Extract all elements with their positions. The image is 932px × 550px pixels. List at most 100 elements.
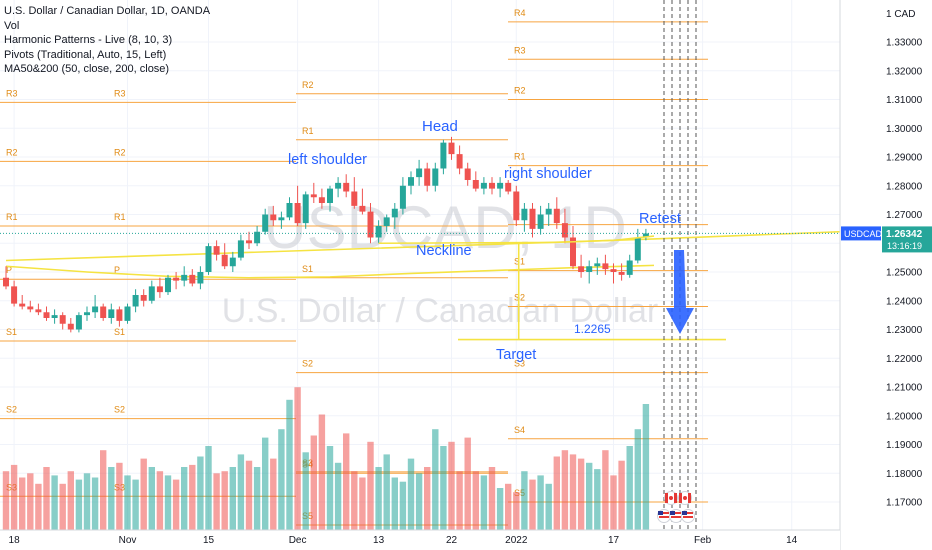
candle[interactable]	[480, 177, 487, 195]
legend-symbol[interactable]: U.S. Dollar / Canadian Dollar, 1D, OANDA	[4, 5, 211, 17]
candle[interactable]	[335, 177, 342, 198]
event-flags[interactable]	[657, 491, 695, 523]
candle[interactable]	[618, 263, 625, 281]
candle[interactable]	[43, 306, 50, 321]
candle[interactable]	[3, 266, 9, 290]
legend-volume[interactable]: Vol	[4, 19, 20, 32]
candle[interactable]	[59, 312, 66, 330]
time-axis[interactable]: 18 Nov 15 Dec 13 22 2022 17 Feb 14	[0, 529, 840, 550]
candle[interactable]	[367, 203, 374, 244]
candle[interactable]	[440, 139, 447, 175]
candle[interactable]	[310, 182, 317, 203]
candle[interactable]	[132, 289, 139, 313]
candle[interactable]	[521, 203, 528, 232]
candle[interactable]	[602, 254, 609, 275]
candle[interactable]	[327, 185, 333, 212]
candle[interactable]	[213, 240, 220, 261]
candle[interactable]	[51, 309, 58, 324]
candle[interactable]	[92, 295, 99, 318]
candle[interactable]	[318, 188, 325, 209]
candle[interactable]	[448, 136, 455, 160]
candle[interactable]	[270, 205, 277, 226]
legend-pivots[interactable]: Pivots (Traditional, Auto, 15, Left)	[4, 48, 167, 61]
candle[interactable]	[262, 208, 269, 235]
candle[interactable]	[254, 226, 261, 247]
candle[interactable]	[108, 303, 115, 324]
candle[interactable]	[399, 177, 406, 215]
candle[interactable]	[116, 306, 123, 327]
candle[interactable]	[67, 318, 74, 333]
us-flag-icon[interactable]	[669, 509, 683, 523]
candle[interactable]	[626, 254, 633, 278]
candle[interactable]	[302, 191, 309, 229]
candle[interactable]	[432, 162, 439, 192]
candle[interactable]	[221, 243, 228, 270]
candle[interactable]	[642, 228, 649, 241]
candle[interactable]	[391, 203, 398, 229]
candle[interactable]	[173, 272, 180, 290]
candle[interactable]	[75, 312, 82, 333]
candle[interactable]	[286, 197, 293, 221]
candle[interactable]	[35, 303, 42, 316]
label-neckline[interactable]: Neckline	[416, 243, 472, 259]
legend-ma[interactable]: MA50&200 (50, close, 200, close)	[4, 63, 170, 75]
candle[interactable]	[464, 162, 471, 186]
candle[interactable]	[229, 251, 236, 272]
candle[interactable]	[383, 214, 390, 232]
candle[interactable]	[594, 257, 601, 275]
projection-arrow[interactable]	[666, 250, 694, 334]
price-axis[interactable]: 1 CAD 1.33000 1.32000 1.31000 1.30000 1.29000…	[839, 0, 932, 550]
candle[interactable]	[497, 177, 504, 198]
candle[interactable]	[278, 211, 285, 229]
candle[interactable]	[343, 174, 350, 198]
candle[interactable]	[156, 277, 163, 298]
us-flag-icon[interactable]	[681, 509, 695, 523]
legend-harmonic[interactable]: Harmonic Patterns - Live (8, 10, 3)	[4, 34, 173, 46]
candle[interactable]	[375, 220, 382, 244]
candle[interactable]	[553, 197, 560, 229]
candle[interactable]	[100, 303, 107, 321]
candle[interactable]	[472, 171, 479, 192]
candle[interactable]	[561, 208, 568, 244]
candle[interactable]	[408, 171, 414, 195]
candle[interactable]	[424, 162, 431, 192]
candle[interactable]	[84, 306, 90, 321]
candle[interactable]	[205, 243, 212, 275]
candle[interactable]	[545, 203, 552, 226]
candle[interactable]	[359, 188, 366, 215]
candle[interactable]	[489, 177, 495, 195]
candle[interactable]	[124, 303, 131, 324]
label-head[interactable]: Head	[422, 118, 458, 135]
canada-flag-icon[interactable]	[664, 491, 678, 505]
us-flag-icon[interactable]	[657, 509, 671, 523]
candle[interactable]	[456, 145, 463, 175]
price-axis-currency[interactable]: 1 CAD	[886, 9, 915, 20]
candle[interactable]	[27, 300, 34, 313]
candle[interactable]	[578, 254, 585, 278]
candle[interactable]	[529, 203, 536, 238]
label-retest[interactable]: Retest	[639, 211, 681, 227]
candle[interactable]	[189, 269, 196, 287]
candle[interactable]	[165, 274, 171, 295]
candle[interactable]	[537, 205, 544, 235]
candle[interactable]	[237, 234, 244, 261]
candle[interactable]	[19, 295, 26, 310]
candle[interactable]	[586, 260, 593, 284]
candle[interactable]	[181, 266, 188, 287]
candle[interactable]	[416, 159, 423, 186]
canada-flag-icon[interactable]	[678, 491, 692, 505]
candle[interactable]	[11, 280, 18, 307]
label-target[interactable]: Target	[496, 347, 536, 363]
candle[interactable]	[505, 180, 512, 195]
candle[interactable]	[513, 185, 520, 226]
label-target-price[interactable]: 1.2265	[574, 322, 611, 336]
candle[interactable]	[610, 263, 617, 284]
label-left-shoulder[interactable]: left shoulder	[288, 152, 367, 168]
candle[interactable]	[197, 266, 204, 290]
candle[interactable]	[140, 289, 147, 307]
candle[interactable]	[294, 185, 301, 226]
candle[interactable]	[351, 177, 358, 209]
candle[interactable]	[634, 228, 641, 264]
